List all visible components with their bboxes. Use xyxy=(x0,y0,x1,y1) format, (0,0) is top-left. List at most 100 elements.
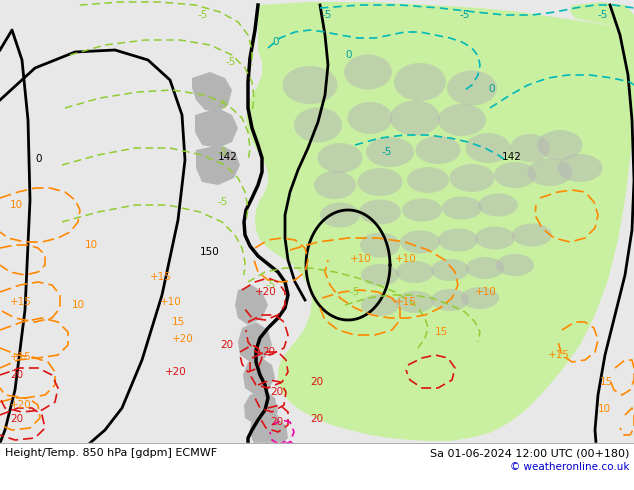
Ellipse shape xyxy=(494,162,536,188)
Text: 0: 0 xyxy=(272,37,278,47)
Polygon shape xyxy=(254,450,280,480)
Text: 150: 150 xyxy=(290,472,310,482)
Polygon shape xyxy=(250,408,282,452)
Text: +20: +20 xyxy=(165,367,187,377)
Polygon shape xyxy=(196,145,240,185)
Ellipse shape xyxy=(538,130,583,160)
Ellipse shape xyxy=(527,158,573,186)
Polygon shape xyxy=(238,322,272,362)
Polygon shape xyxy=(192,72,232,112)
Polygon shape xyxy=(235,285,268,325)
Ellipse shape xyxy=(415,136,460,164)
Ellipse shape xyxy=(478,194,518,217)
Text: +15: +15 xyxy=(395,297,417,307)
Text: © weatheronline.co.uk: © weatheronline.co.uk xyxy=(510,462,629,472)
Ellipse shape xyxy=(431,289,469,311)
Text: +10: +10 xyxy=(160,297,182,307)
Text: -5: -5 xyxy=(265,280,275,290)
Ellipse shape xyxy=(283,66,337,104)
Text: -5: -5 xyxy=(322,10,332,20)
Polygon shape xyxy=(258,418,288,448)
Text: 10: 10 xyxy=(72,300,85,310)
Ellipse shape xyxy=(358,168,403,196)
Ellipse shape xyxy=(361,264,399,286)
Ellipse shape xyxy=(442,196,482,220)
Text: 20: 20 xyxy=(310,377,323,387)
Ellipse shape xyxy=(318,143,363,173)
Text: 15: 15 xyxy=(435,327,448,337)
Text: 20: 20 xyxy=(270,417,283,427)
Text: 20: 20 xyxy=(262,347,275,357)
Text: 20: 20 xyxy=(310,414,323,424)
Ellipse shape xyxy=(512,223,552,246)
Text: 20: 20 xyxy=(10,370,23,380)
Text: +15: +15 xyxy=(150,272,172,282)
Text: 0: 0 xyxy=(35,154,41,164)
Ellipse shape xyxy=(400,230,440,253)
Text: +20: +20 xyxy=(255,287,277,297)
Ellipse shape xyxy=(475,226,515,249)
Text: +10: +10 xyxy=(475,287,497,297)
Text: 150: 150 xyxy=(200,247,220,257)
Ellipse shape xyxy=(407,167,449,193)
Ellipse shape xyxy=(438,228,478,251)
Ellipse shape xyxy=(320,202,360,227)
Ellipse shape xyxy=(394,63,446,101)
Ellipse shape xyxy=(359,199,401,224)
Text: 142: 142 xyxy=(218,152,238,162)
Text: -5: -5 xyxy=(218,147,228,157)
Bar xyxy=(0,443,634,490)
Polygon shape xyxy=(243,358,275,395)
Ellipse shape xyxy=(496,254,534,276)
Text: 20: 20 xyxy=(220,340,233,350)
Ellipse shape xyxy=(294,107,342,143)
Text: -5: -5 xyxy=(350,287,360,297)
Text: 20: 20 xyxy=(10,414,23,424)
Ellipse shape xyxy=(465,133,510,163)
Ellipse shape xyxy=(461,287,499,309)
Text: 20: 20 xyxy=(270,387,283,397)
Text: -5: -5 xyxy=(460,10,470,20)
Text: +20: +20 xyxy=(10,400,32,410)
Ellipse shape xyxy=(438,104,486,136)
Text: +15: +15 xyxy=(10,297,32,307)
Text: +15: +15 xyxy=(10,352,32,362)
Text: +15: +15 xyxy=(548,350,570,360)
Text: -5: -5 xyxy=(382,147,392,157)
Ellipse shape xyxy=(366,137,414,167)
Polygon shape xyxy=(195,108,238,148)
Ellipse shape xyxy=(396,291,434,313)
Text: Height/Temp. 850 hPa [gdpm] ECMWF: Height/Temp. 850 hPa [gdpm] ECMWF xyxy=(5,448,217,458)
Ellipse shape xyxy=(402,198,442,221)
Ellipse shape xyxy=(450,164,495,192)
Text: 0: 0 xyxy=(488,84,495,94)
Text: 15: 15 xyxy=(172,317,185,327)
Ellipse shape xyxy=(510,134,550,162)
Polygon shape xyxy=(246,2,634,441)
Text: 0: 0 xyxy=(345,50,351,60)
Text: -5: -5 xyxy=(218,197,228,207)
Text: 15: 15 xyxy=(600,377,613,387)
Text: +20: +20 xyxy=(172,334,194,344)
Ellipse shape xyxy=(390,100,440,136)
Ellipse shape xyxy=(360,232,400,258)
Text: +10: +10 xyxy=(395,254,417,264)
Text: -5: -5 xyxy=(225,57,235,67)
Text: 10: 10 xyxy=(10,200,23,210)
Text: -5: -5 xyxy=(218,100,228,110)
Ellipse shape xyxy=(431,259,469,281)
Polygon shape xyxy=(570,2,634,35)
Text: Sa 01-06-2024 12:00 UTC (00+180): Sa 01-06-2024 12:00 UTC (00+180) xyxy=(430,448,629,458)
Text: -5: -5 xyxy=(598,10,609,20)
Polygon shape xyxy=(244,390,278,425)
Ellipse shape xyxy=(347,102,392,134)
Text: 10: 10 xyxy=(598,404,611,414)
Ellipse shape xyxy=(447,71,497,105)
Text: +10: +10 xyxy=(350,254,372,264)
Ellipse shape xyxy=(557,154,602,182)
Text: -5: -5 xyxy=(198,10,209,20)
Ellipse shape xyxy=(396,261,434,283)
Text: 10: 10 xyxy=(85,240,98,250)
Ellipse shape xyxy=(361,294,399,316)
Text: 142: 142 xyxy=(502,152,522,162)
